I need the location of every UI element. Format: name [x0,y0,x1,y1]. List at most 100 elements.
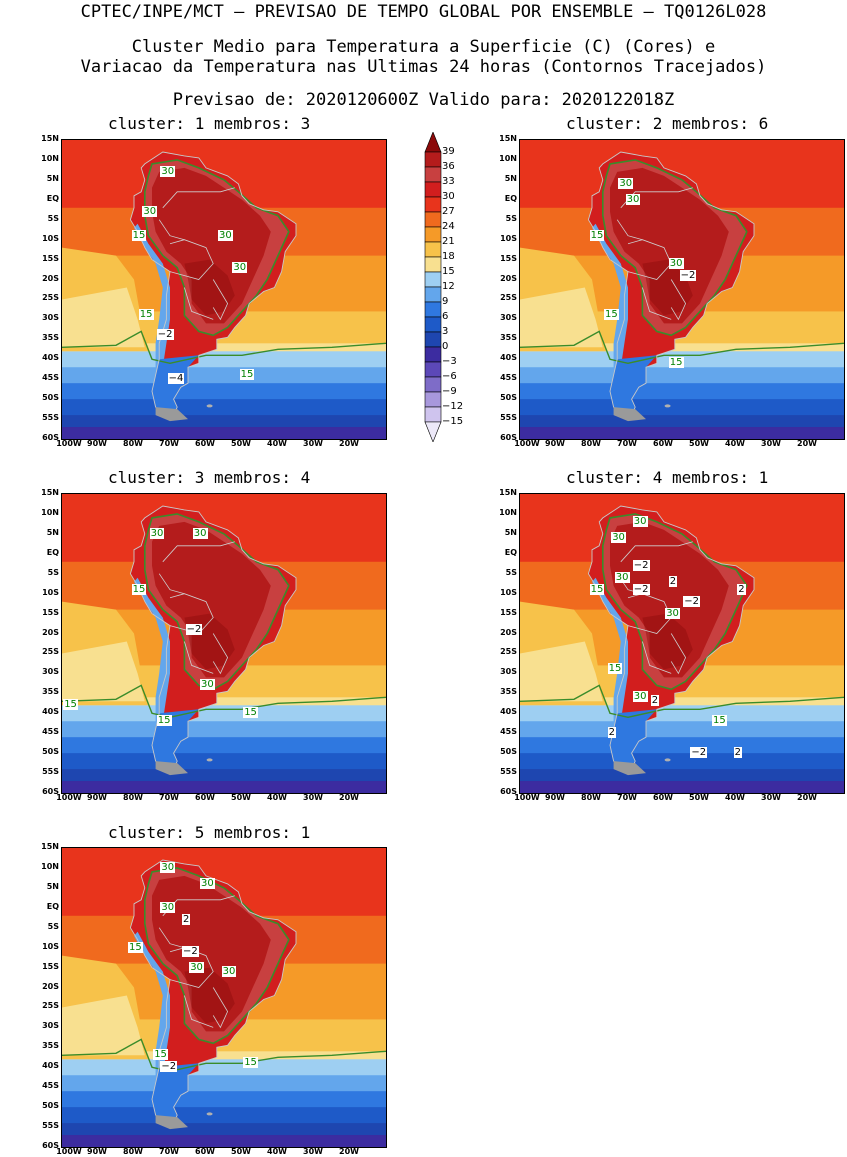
contour-label: 15 [668,357,684,369]
lat-tick-label: 15N [41,842,59,851]
panel-title-5: cluster: 5 membros: 1 [108,823,311,842]
contour-label: 15 [607,663,623,675]
lon-tick-label: 80W [581,439,601,448]
contour-label: −2 [185,623,203,635]
lon-tick-label: 50W [689,793,709,802]
lon-tick-label: 70W [617,439,637,448]
contour-label: 15 [589,583,605,595]
lon-tick-label: 30W [761,793,781,802]
lon-tick-label: 90W [545,793,565,802]
lat-tick-label: 55S [42,767,59,777]
colorbar-swatch [424,301,442,318]
contour-label: 30 [665,607,680,619]
lon-tick-label: 70W [159,793,179,802]
colorbar-level-label: 6 [442,311,449,322]
lat-tick-label: 60S [42,787,59,796]
colorbar-swatch [424,226,442,243]
colorbar-level-label: −15 [442,416,464,427]
contour-label: 15 [239,369,255,381]
lon-tick-label: 100W [514,793,540,802]
lon-tick-label: 50W [231,793,251,802]
lon-tick-label: 40W [267,793,287,802]
lat-tick-label: 50S [500,393,517,403]
lat-tick-label: 5N [504,173,517,183]
lat-tick-label: 30S [42,313,59,323]
contour-label: 15 [128,941,143,953]
contour-label: 2 [733,747,742,759]
colorbar-level-label: 0 [442,341,449,352]
lat-tick-label: 25S [42,647,59,657]
lon-tick-label: 40W [267,439,287,448]
colorbar-swatch [424,316,442,333]
colorbar-level-label: 9 [442,296,449,307]
map-panel-1: 30 30 15 30 30 15 −2 −4 15 [61,139,387,440]
lat-tick-label: 10S [500,587,517,597]
lat-tick-label: 15N [41,488,59,497]
contour-label: 30 [618,177,634,189]
header-line-2: Cluster Medio para Temperatura a Superfi… [131,37,716,57]
contour-label: 30 [142,205,158,217]
colorbar-swatch [424,406,442,423]
lon-tick-label: 60W [195,439,215,448]
colorbar-swatch [424,376,442,393]
lat-tick-label: 50S [500,747,517,757]
lat-tick-label: 10S [500,233,517,243]
lat-tick-label: EQ [504,547,517,557]
colorbar-level-label: 12 [442,281,455,292]
contour-label: 30 [149,527,165,539]
lat-tick-label: 55S [500,413,517,423]
lat-tick-label: 40S [500,707,517,717]
contour-label: 2 [650,695,660,707]
lon-tick-label: 80W [581,793,601,802]
map-4 [520,494,844,793]
contour-label: 30 [160,165,176,177]
lat-tick-label: 45S [42,1081,59,1091]
lat-tick-label: 50S [42,1101,59,1111]
lon-tick-label: 100W [56,1147,82,1156]
header-line-1: CPTEC/INPE/MCT – PREVISAO DE TEMPO GLOBA… [80,2,767,22]
lat-tick-label: 15S [500,253,517,263]
lat-tick-label: 55S [500,767,517,777]
map-panel-2: 30 30 15 30 −2 15 15 [519,139,845,440]
contour-label: 30 [200,877,215,889]
contour-label: 30 [221,965,237,977]
lat-tick-label: 30S [500,667,517,677]
contour-label: 15 [153,1049,168,1061]
lat-tick-label: 45S [42,727,59,737]
colorbar-swatch [424,181,442,198]
colorbar-level-label: 21 [442,236,455,247]
lat-tick-label: 60S [42,1141,59,1150]
colorbar-swatch [424,331,442,348]
colorbar-level-label: 27 [442,206,455,217]
lon-tick-label: 60W [195,793,215,802]
colorbar-swatch [424,241,442,258]
contour-label: 15 [63,699,78,711]
lon-tick-label: 40W [267,1147,287,1156]
contour-label: 30 [614,571,630,583]
panel-title-1: cluster: 1 membros: 3 [108,114,311,133]
contour-label: 15 [156,715,172,727]
lat-tick-label: 35S [42,687,59,697]
lat-tick-label: 25S [500,647,517,657]
lat-tick-label: EQ [46,901,59,911]
contour-label: 15 [604,309,619,321]
contour-label: 15 [131,229,147,241]
colorbar-level-label: −6 [442,371,457,382]
lat-tick-label: 10S [42,941,59,951]
contour-label: 30 [632,691,648,703]
lat-tick-label: 25S [42,293,59,303]
lon-tick-label: 70W [159,439,179,448]
lon-tick-label: 90W [87,439,107,448]
lat-tick-label: 15S [42,607,59,617]
header-line-3: Variacao da Temperatura nas Ultimas 24 h… [80,57,767,77]
lat-tick-label: 50S [42,747,59,757]
lon-tick-label: 70W [617,793,637,802]
colorbar-swatch [424,256,442,273]
lat-tick-label: 35S [42,1041,59,1051]
contour-label: −2 [632,559,650,571]
contour-label: 2 [182,913,191,925]
lat-tick-label: 40S [42,707,59,717]
colorbar-level-label: −3 [442,356,457,367]
contour-label: −2 [632,583,650,595]
colorbar-level-label: 36 [442,161,455,172]
